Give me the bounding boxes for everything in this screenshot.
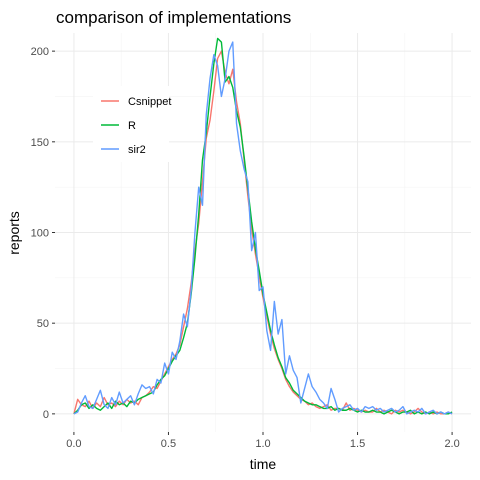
- x-tick-label: 0.0: [66, 438, 81, 450]
- series-line-sir2: [73, 41, 453, 415]
- legend-label: Csnippet: [128, 96, 171, 108]
- series-line-csnippet: [73, 50, 453, 415]
- y-tick-label: 50: [37, 318, 49, 330]
- x-axis-title: time: [250, 456, 277, 472]
- y-tick-label: 150: [31, 137, 49, 149]
- x-tick-label: 1.0: [255, 438, 270, 450]
- x-tick-label: 1.5: [350, 438, 365, 450]
- chart-title: comparison of implementations: [56, 8, 291, 27]
- x-tick-label: 0.5: [161, 438, 176, 450]
- y-axis-title: reports: [6, 211, 22, 255]
- y-tick-label: 200: [31, 46, 49, 58]
- y-tick-label: 100: [31, 228, 49, 240]
- legend-label: R: [128, 120, 136, 132]
- series-lines: [73, 37, 453, 415]
- y-tick-label: 0: [43, 409, 49, 421]
- legend-label: sir2: [128, 144, 146, 156]
- axis-ticks: 0.0 0.5 1.0 1.5 2.0 0 50 100 150 200: [31, 46, 460, 450]
- x-tick-label: 2.0: [444, 438, 459, 450]
